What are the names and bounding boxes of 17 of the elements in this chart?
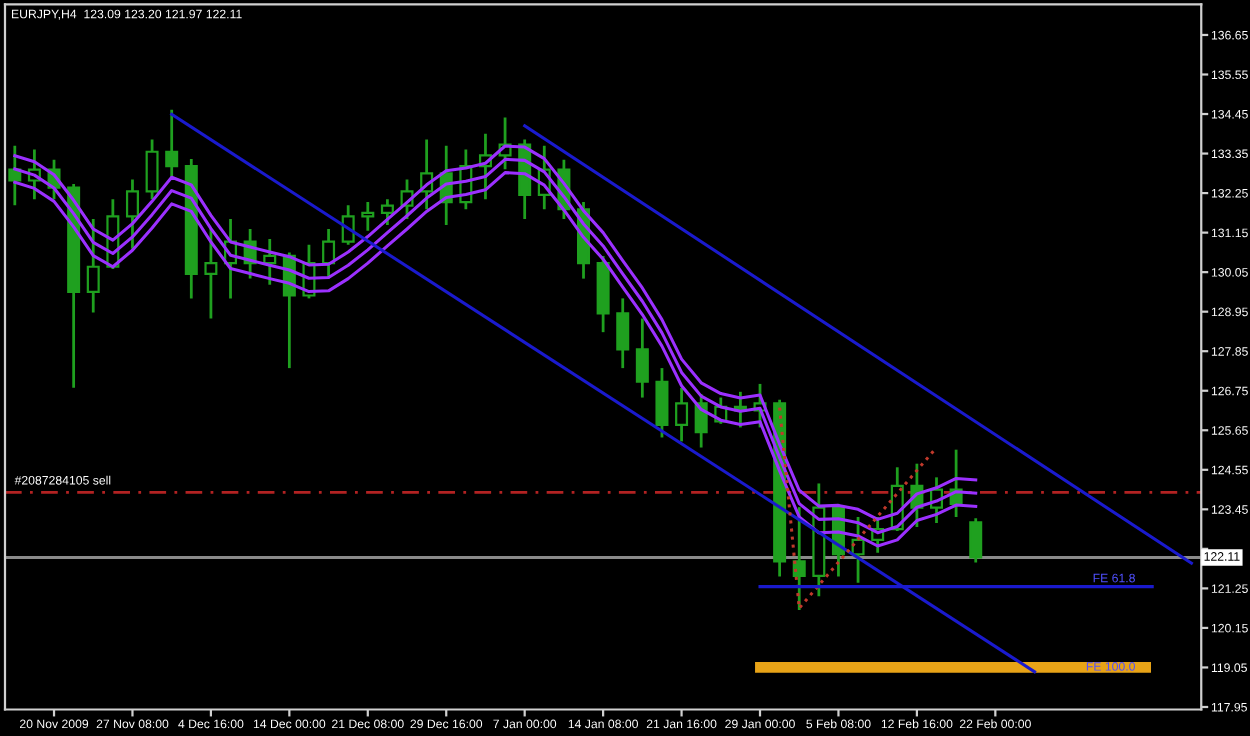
- candlestick: [263, 237, 277, 287]
- candlestick: [322, 227, 336, 281]
- candlestick: [145, 138, 159, 201]
- candlestick: [204, 227, 218, 320]
- candlestick: [655, 366, 669, 439]
- candlestick: [675, 386, 689, 443]
- candlestick: [616, 296, 630, 370]
- candlestick: [165, 108, 179, 181]
- candlestick: [792, 505, 806, 612]
- candlestick: [86, 217, 100, 314]
- candlestick: [8, 144, 22, 207]
- candlestick: [635, 317, 649, 399]
- candlestick: [341, 203, 355, 247]
- candlestick: [969, 516, 983, 564]
- candlestick: [125, 178, 139, 251]
- candlestick: [380, 197, 394, 227]
- candlestick: [361, 200, 375, 233]
